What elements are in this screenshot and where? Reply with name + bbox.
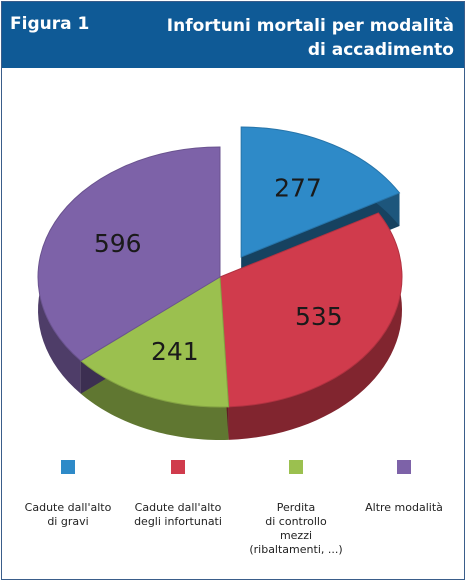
pie-slice-wall-1	[228, 212, 402, 440]
legend-item-cadute-infortunati: Cadute dall'alto degli infortunati	[120, 460, 236, 529]
legend-item-cadute-gravi: Cadute dall'alto di gravi	[10, 460, 126, 529]
legend-swatch	[171, 460, 185, 474]
legend-item-altre-modalita: Altre modalità	[346, 460, 462, 515]
legend-label: Cadute dall'alto di gravi	[10, 501, 126, 529]
legend-swatch	[289, 460, 303, 474]
legend-label-line: Perdita	[276, 501, 316, 514]
pie-slice-label-3: 596	[94, 229, 142, 258]
legend-item-perdita-controllo: Perdita di controllo mezzi (ribaltamenti…	[238, 460, 354, 557]
legend-label-line: di gravi	[47, 515, 89, 528]
chart-title-line-1: Infortuni mortali per modalità	[166, 16, 454, 36]
pie-slice-wall-2	[80, 360, 229, 440]
pie-chart: 277 535 241 596	[37, 126, 403, 440]
pie-slice-label-1: 535	[295, 302, 343, 331]
pie-slice-label-0: 277	[274, 173, 322, 202]
figure-label: Figura 1	[10, 14, 90, 34]
legend-label: Perdita di controllo mezzi (ribaltamenti…	[238, 501, 354, 557]
pie-slice-2	[79, 276, 230, 408]
legend-label-line: Cadute dall'alto	[24, 501, 112, 514]
legend-swatch	[61, 460, 75, 474]
pie-top	[37, 126, 403, 408]
pie-slice-label-2: 241	[151, 337, 199, 366]
pie-slice-0	[240, 126, 401, 258]
legend-label-line: (ribaltamenti, ...)	[249, 543, 343, 556]
pie-slice-3	[37, 146, 221, 362]
legend-label: Cadute dall'alto degli infortunati	[120, 501, 236, 529]
legend-swatch	[397, 460, 411, 474]
legend-label-line: di controllo	[265, 515, 327, 528]
pie-labels: 277 535 241 596	[94, 173, 343, 365]
legend-label-line: Cadute dall'alto	[134, 501, 222, 514]
pie-slice-1	[219, 212, 403, 408]
chart-title: Infortuni mortali per modalità di accadi…	[164, 14, 454, 62]
legend-label-line: degli infortunati	[134, 515, 222, 528]
legend: Cadute dall'alto di gravi Cadute dall'al…	[2, 460, 466, 580]
legend-label-line: Altre modalità	[365, 501, 443, 514]
legend-label-line: mezzi	[279, 529, 313, 542]
figure-header: Figura 1 Infortuni mortali per modalità …	[2, 2, 464, 68]
chart-title-line-2: di accadimento	[307, 40, 454, 60]
legend-label: Altre modalità	[346, 501, 462, 515]
